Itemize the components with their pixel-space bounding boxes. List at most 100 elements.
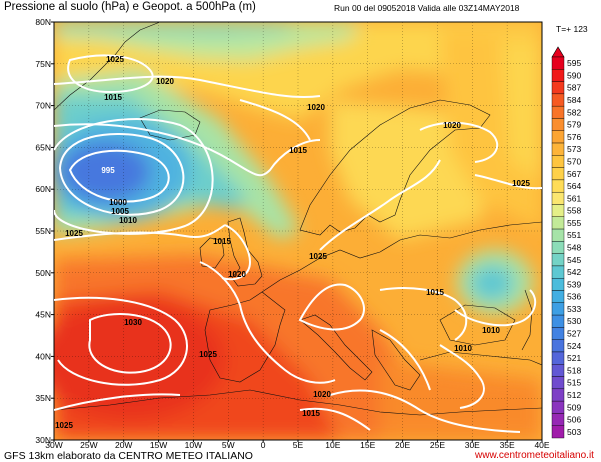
isobar-label: 1000 bbox=[109, 198, 127, 207]
legend-swatch bbox=[551, 105, 565, 119]
lon-label: 20W bbox=[115, 440, 132, 450]
legend-swatch bbox=[551, 167, 565, 181]
lat-label: 75N bbox=[35, 59, 51, 69]
lon-label: 30W bbox=[45, 440, 62, 450]
legend-swatch bbox=[551, 413, 565, 426]
legend-level: 518 bbox=[567, 365, 581, 375]
isobar-label: 995 bbox=[101, 166, 115, 175]
legend-swatch bbox=[551, 155, 565, 168]
legend-arrow-up bbox=[551, 46, 565, 58]
legend-level: 533 bbox=[567, 304, 581, 314]
isobar-label: 1025 bbox=[199, 350, 217, 359]
legend-level: 582 bbox=[567, 107, 581, 117]
lon-label: 25E bbox=[430, 440, 445, 450]
lat-label: 65N bbox=[35, 142, 51, 152]
legend-level: 527 bbox=[567, 329, 581, 339]
legend-swatch bbox=[551, 351, 565, 365]
forecast-step: T=+ 123 bbox=[556, 24, 588, 34]
isobar-label: 1015 bbox=[213, 237, 231, 246]
legend-swatch bbox=[551, 130, 565, 144]
lat-label: 40N bbox=[35, 351, 51, 361]
legend-level: 561 bbox=[567, 193, 581, 203]
legend-swatch bbox=[551, 400, 565, 414]
isobar-label: 1015 bbox=[426, 288, 444, 297]
run-info: Run 00 del 09052018 Valida alle 03Z14MAY… bbox=[334, 3, 520, 13]
legend-level: 524 bbox=[567, 341, 581, 351]
lon-label: 5E bbox=[293, 440, 304, 450]
isobar-label: 1015 bbox=[302, 409, 320, 418]
legend-level: 587 bbox=[567, 83, 581, 93]
legend-level: 530 bbox=[567, 316, 581, 326]
latitude-labels: 80N 75N 70N 65N 60N 55N 50N 45N 40N 35N 30N bbox=[35, 17, 54, 445]
legend-level: 512 bbox=[567, 390, 581, 400]
legend-swatch bbox=[551, 278, 565, 291]
legend-swatch bbox=[551, 327, 565, 340]
lon-label: 35E bbox=[500, 440, 515, 450]
legend-swatch bbox=[551, 179, 565, 193]
legend-swatch bbox=[551, 376, 565, 390]
legend-level: 536 bbox=[567, 292, 581, 302]
isobar-label: 1010 bbox=[454, 344, 472, 353]
legend-level: 515 bbox=[567, 378, 581, 388]
lat-label: 60N bbox=[35, 184, 51, 194]
legend-level: 584 bbox=[567, 95, 581, 105]
legend-swatch bbox=[551, 56, 565, 70]
legend-swatch bbox=[551, 216, 565, 230]
legend-level: 590 bbox=[567, 70, 581, 80]
legend-swatch bbox=[551, 265, 565, 279]
legend-swatch bbox=[551, 290, 565, 304]
lat-label: 50N bbox=[35, 268, 51, 278]
legend-level: 567 bbox=[567, 169, 581, 179]
isobar-label: 1010 bbox=[119, 216, 137, 225]
legend-level: 506 bbox=[567, 415, 581, 425]
legend-level: 579 bbox=[567, 120, 581, 130]
isobars bbox=[54, 54, 542, 433]
legend-swatch bbox=[551, 118, 565, 131]
legend-swatch bbox=[551, 364, 565, 377]
lon-label: 20E bbox=[395, 440, 410, 450]
legend-swatch bbox=[551, 142, 565, 156]
legend-level: 576 bbox=[567, 132, 581, 142]
legend-swatch bbox=[551, 228, 565, 242]
isobar-label: 1025 bbox=[512, 179, 530, 188]
isobar-label: 1015 bbox=[104, 93, 122, 102]
lat-label: 45N bbox=[35, 310, 51, 320]
legend-level: 539 bbox=[567, 279, 581, 289]
isobar-label: 1005 bbox=[111, 207, 129, 216]
legend-swatch bbox=[551, 314, 565, 328]
legend-level: 595 bbox=[567, 58, 581, 68]
isobar-label: 1020 bbox=[228, 270, 246, 279]
legend-swatch bbox=[551, 388, 565, 402]
isobar-label: 1020 bbox=[313, 390, 331, 399]
longitude-labels: 30W 25W 20W 15W 10W 5W 0 5E 10E 15E 20E 25E 30E 35E 40… bbox=[45, 440, 550, 450]
chart-title: Pressione al suolo (hPa) e Geopot. a 500… bbox=[4, 1, 256, 13]
legend-level: 503 bbox=[567, 427, 581, 437]
isobar-label: 1025 bbox=[65, 229, 83, 238]
model-credit: GFS 13km elaborato da CENTRO METEO ITALI… bbox=[4, 450, 253, 462]
lon-label: 40E bbox=[534, 440, 549, 450]
isobar-label: 1025 bbox=[55, 421, 73, 430]
legend-level: 551 bbox=[567, 230, 581, 240]
legend-swatch bbox=[551, 425, 565, 439]
graticule bbox=[54, 22, 542, 440]
legend-level: 545 bbox=[567, 255, 581, 265]
legend-level: 564 bbox=[567, 181, 581, 191]
legend-swatch bbox=[551, 339, 565, 353]
isobar-label: 1025 bbox=[106, 55, 124, 64]
legend-level: 570 bbox=[567, 156, 581, 166]
isobar-label: 1025 bbox=[309, 252, 327, 261]
pressure-labels: 1025102010151020101510209951000100510101… bbox=[55, 55, 530, 430]
legend-level: 573 bbox=[567, 144, 581, 154]
isobar-label: 1010 bbox=[482, 326, 500, 335]
lat-label: 35N bbox=[35, 393, 51, 403]
lat-label: 55N bbox=[35, 226, 51, 236]
coastlines bbox=[54, 22, 542, 416]
legend-swatch bbox=[551, 241, 565, 254]
legend-level: 542 bbox=[567, 267, 581, 277]
lat-label: 70N bbox=[35, 101, 51, 111]
legend-swatch bbox=[551, 302, 565, 316]
website-link[interactable]: www.centrometeoitaliano.it bbox=[475, 450, 594, 461]
color-legend: 595 590 587 584 582 579 576 573 570 567 564 561 558 5… bbox=[551, 46, 581, 439]
lon-label: 15E bbox=[360, 440, 375, 450]
isobar-label: 1020 bbox=[307, 103, 325, 112]
